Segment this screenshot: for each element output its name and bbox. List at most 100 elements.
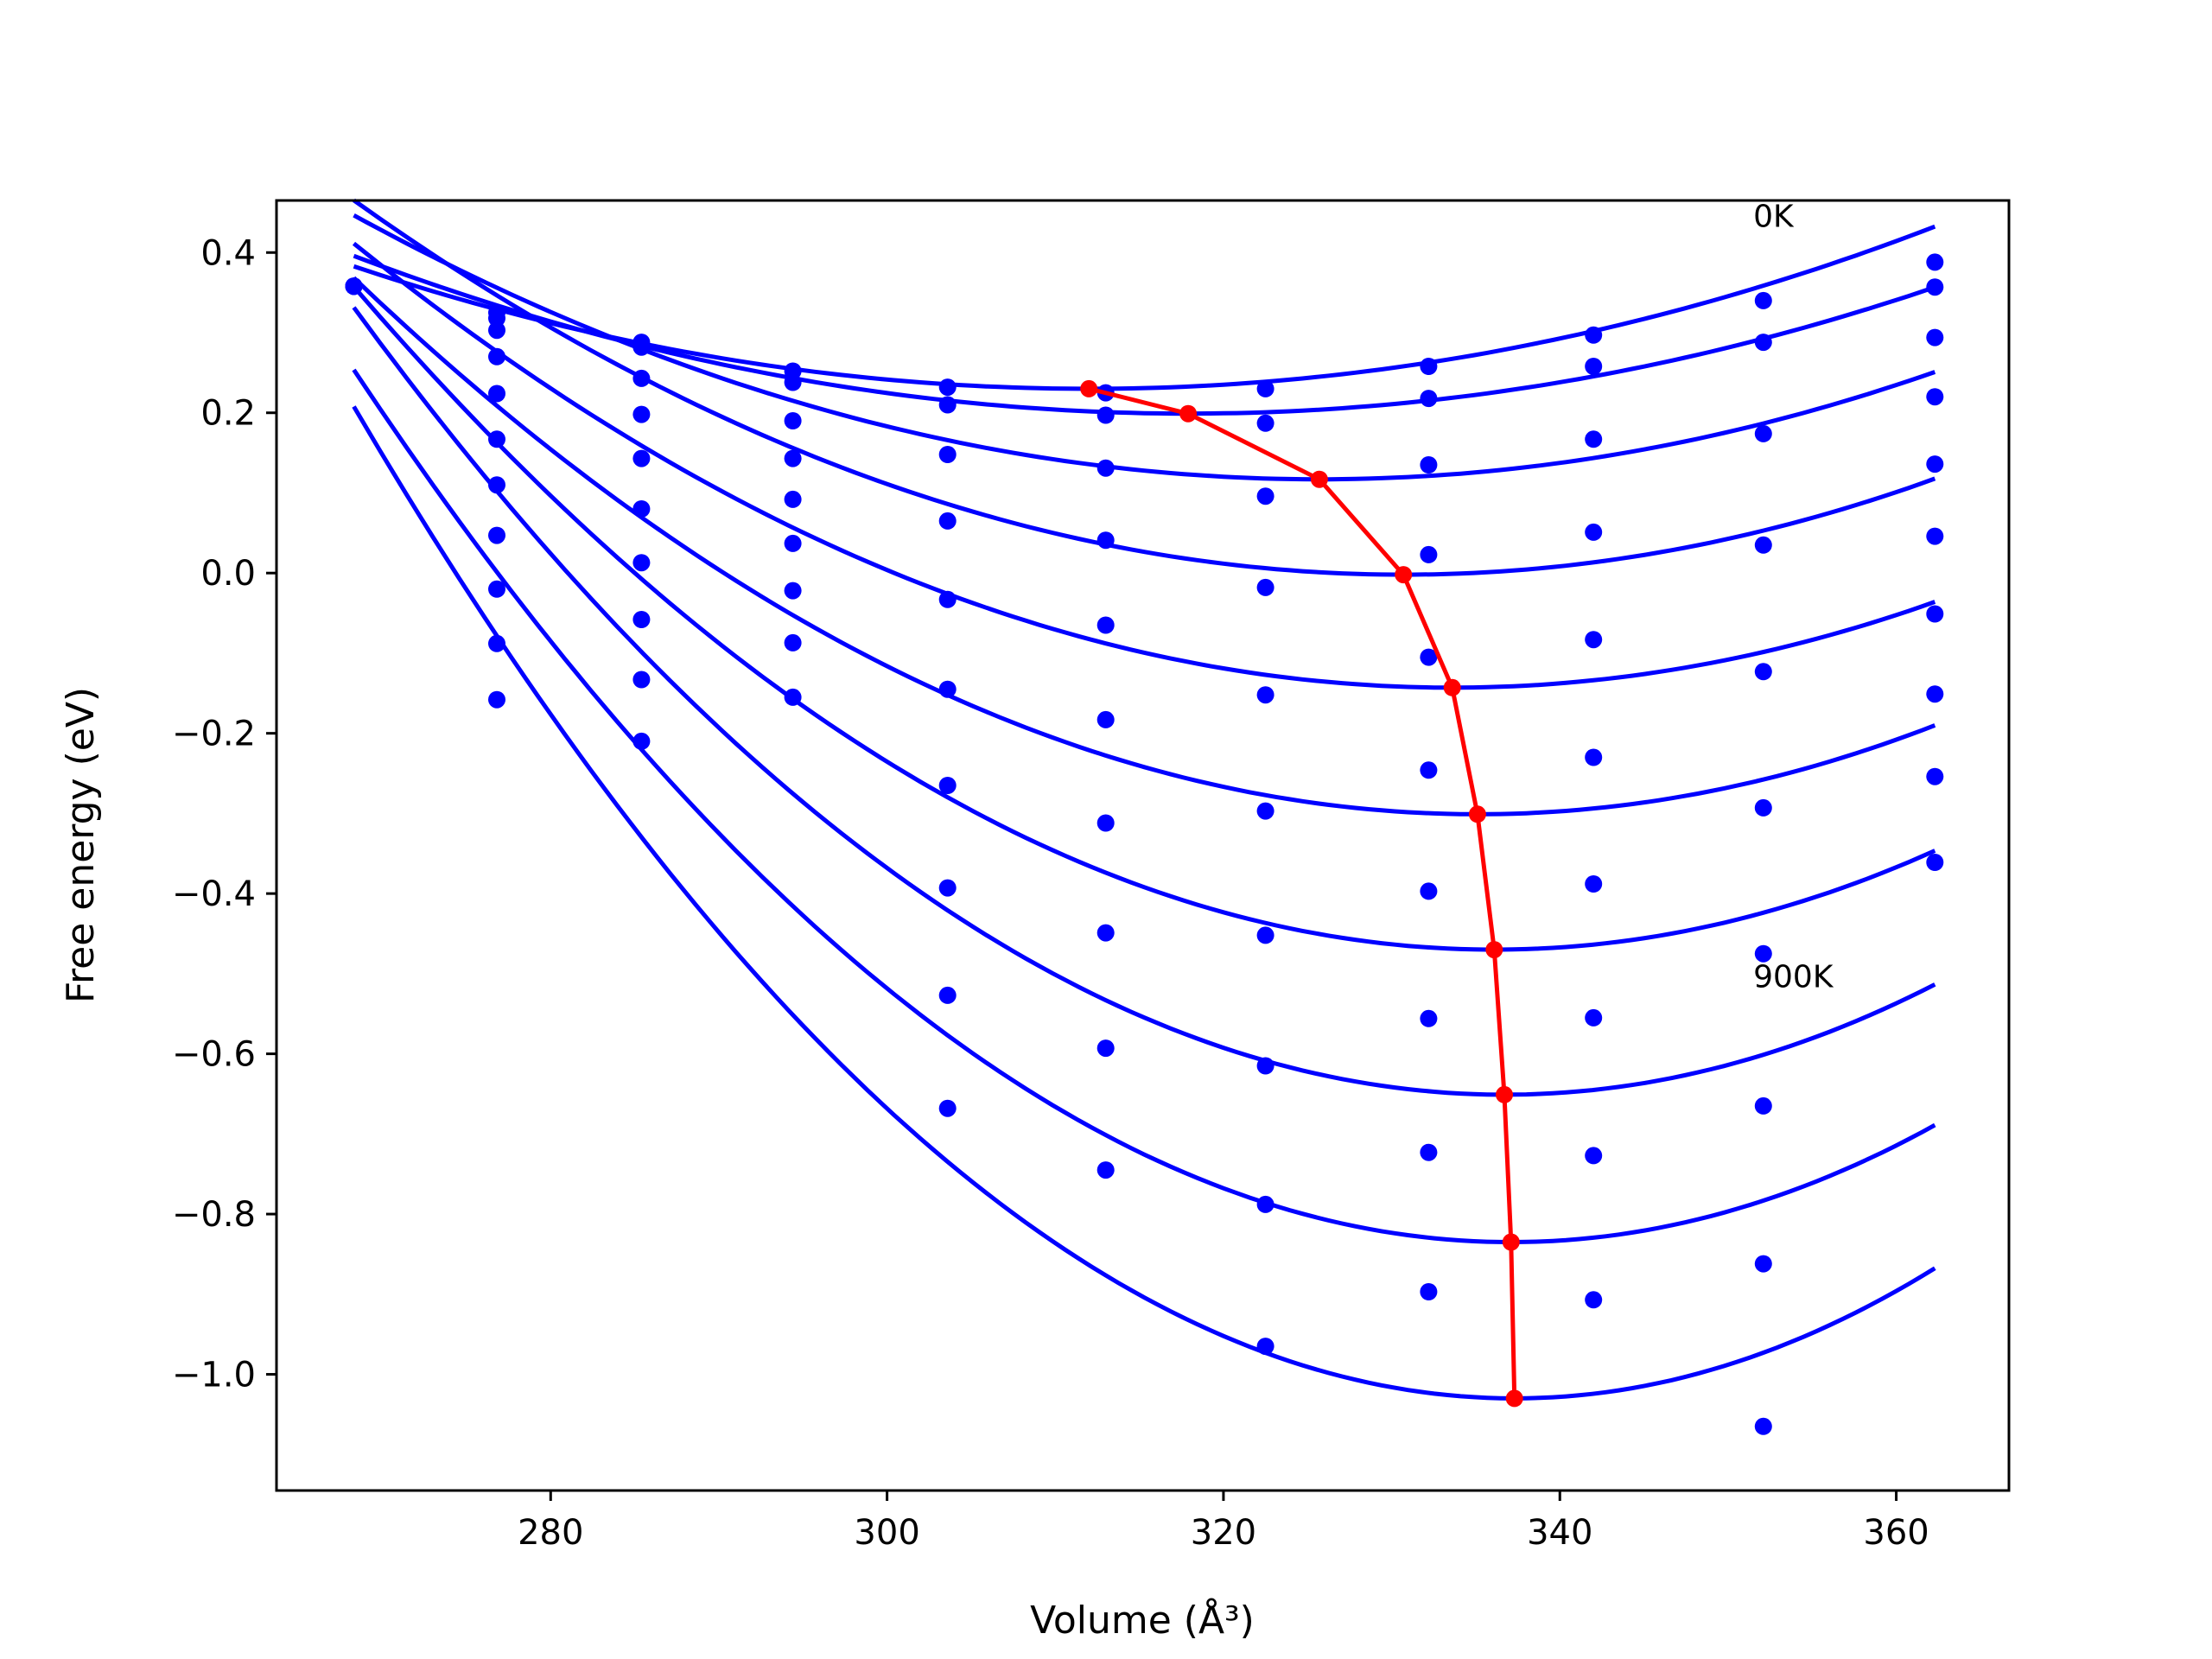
- y-tick-label-3: −0.4: [172, 874, 256, 914]
- data-point-s5-7: [1420, 761, 1438, 779]
- data-point-s6-3: [784, 582, 802, 600]
- y-tick-label-4: −0.2: [172, 715, 256, 754]
- fit-curve-9: [352, 405, 1936, 1401]
- data-point-s10-1: [488, 690, 505, 709]
- data-point-s5-8: [1585, 748, 1603, 766]
- data-point-s6-6: [1256, 926, 1274, 944]
- data-point-s2-3: [784, 412, 802, 429]
- data-point-s8-5: [1096, 1039, 1115, 1058]
- data-point-s3-4: [938, 512, 957, 530]
- data-point-s4-7: [1420, 648, 1438, 666]
- annotation-1: 900K: [1753, 960, 1834, 995]
- data-point-s1-2: [632, 338, 651, 356]
- data-point-s0-8: [1585, 326, 1603, 344]
- min-path-point-7: [1496, 1085, 1513, 1103]
- data-point-s5-2: [632, 500, 651, 518]
- fit-curve-5: [352, 276, 1936, 817]
- data-point-s6-8: [1585, 875, 1603, 893]
- data-point-s0-4: [938, 378, 957, 397]
- data-point-s0-9: [1754, 291, 1772, 309]
- data-point-s5-5: [1096, 710, 1115, 728]
- data-point-s4-9: [1754, 663, 1772, 681]
- data-point-s3-7: [1420, 545, 1438, 563]
- y-tick-label-7: 0.4: [200, 233, 256, 273]
- y-tick-label-5: 0.0: [200, 554, 256, 594]
- data-point-s8-9: [1754, 1255, 1772, 1273]
- data-point-s7-6: [1256, 1057, 1274, 1075]
- data-point-s0-6: [1256, 379, 1274, 397]
- data-point-s5-3: [784, 534, 802, 552]
- data-point-s3-6: [1256, 578, 1274, 596]
- data-point-s1-3: [784, 373, 802, 391]
- y-tick-label-2: −0.6: [172, 1035, 256, 1075]
- y-axis-label: Free energy (eV): [59, 687, 103, 1003]
- data-point-s8-8: [1585, 1147, 1603, 1165]
- min-path-point-0: [1080, 379, 1098, 397]
- data-point-s3-2: [632, 405, 651, 423]
- data-point-s0-7: [1420, 358, 1438, 375]
- data-point-s2-1: [488, 321, 505, 340]
- data-point-s1-1: [488, 309, 505, 327]
- x-tick-label-1: 300: [854, 1513, 919, 1553]
- annotations: 0K 900K: [1753, 200, 1834, 995]
- data-point-s4-4: [938, 590, 957, 608]
- data-point-s9-1: [488, 634, 505, 652]
- x-tick-label-0: 280: [518, 1513, 583, 1553]
- fit-curve-6: [352, 285, 1936, 952]
- data-point-s7-4: [938, 879, 957, 897]
- min-path-point-8: [1502, 1233, 1520, 1251]
- data-point-s6-5: [1096, 814, 1115, 832]
- x-tick-label-3: 340: [1527, 1513, 1592, 1553]
- fit-curve-8: [352, 368, 1936, 1245]
- data-point-s4-5: [1096, 616, 1115, 634]
- data-point-s3-10: [1926, 388, 1944, 406]
- data-point-s8-10: [1926, 767, 1944, 785]
- data-point-s2-4: [938, 446, 957, 463]
- data-point-s8-2: [632, 671, 651, 689]
- min-path-point-5: [1468, 805, 1486, 823]
- x-axis-ticks: 280 300 320 340 360: [518, 1491, 1929, 1553]
- data-point-s6-4: [938, 777, 957, 794]
- data-point-s3-1: [488, 347, 505, 365]
- data-point-s7-2: [632, 611, 651, 628]
- data-point-s9-6: [1256, 1338, 1274, 1356]
- data-point-s1-4: [938, 396, 957, 414]
- data-point-s4-8: [1585, 631, 1603, 649]
- data-point-s7-9: [1754, 1096, 1772, 1115]
- data-point-s2-5: [1096, 459, 1115, 477]
- data-point-s6-2: [632, 554, 651, 572]
- data-point-s0-10: [1926, 253, 1944, 271]
- data-point-s2-9: [1754, 424, 1772, 442]
- data-point-s3-5: [1096, 531, 1115, 550]
- data-point-s4-6: [1256, 686, 1274, 704]
- data-point-s1-9: [1754, 334, 1772, 352]
- min-path-point-6: [1485, 941, 1503, 959]
- data-point-s7-8: [1585, 1008, 1603, 1027]
- data-point-s1-10: [1926, 278, 1944, 296]
- x-tick-label-4: 360: [1863, 1513, 1929, 1553]
- fit-curves: [352, 198, 1936, 1401]
- data-point-s7-3: [784, 633, 802, 652]
- data-point-s8-1: [488, 580, 505, 598]
- data-point-s1-8: [1585, 358, 1603, 375]
- data-point-s2-8: [1585, 430, 1603, 448]
- data-point-s5-9: [1754, 798, 1772, 817]
- data-points: [345, 253, 1944, 1435]
- y-tick-label-1: −0.8: [172, 1195, 256, 1235]
- data-point-s4-10: [1926, 455, 1944, 474]
- data-point-s9-7: [1420, 1283, 1438, 1300]
- data-point-s4-2: [632, 449, 651, 467]
- data-point-s9-10: [1926, 854, 1944, 871]
- data-point-s1-7: [1420, 390, 1438, 408]
- fit-curve-7: [352, 306, 1936, 1097]
- y-tick-label-6: 0.2: [200, 394, 256, 434]
- data-point-s8-4: [938, 986, 957, 1004]
- x-tick-label-2: 320: [1191, 1513, 1256, 1553]
- data-point-s9-4: [938, 1099, 957, 1117]
- data-point-s9-9: [1754, 1417, 1772, 1435]
- data-point-s1-6: [1256, 414, 1274, 432]
- y-tick-label-0: −1.0: [172, 1356, 256, 1395]
- data-point-s3-3: [784, 449, 802, 467]
- data-point-s2-6: [1256, 487, 1274, 505]
- annotation-0: 0K: [1753, 200, 1795, 235]
